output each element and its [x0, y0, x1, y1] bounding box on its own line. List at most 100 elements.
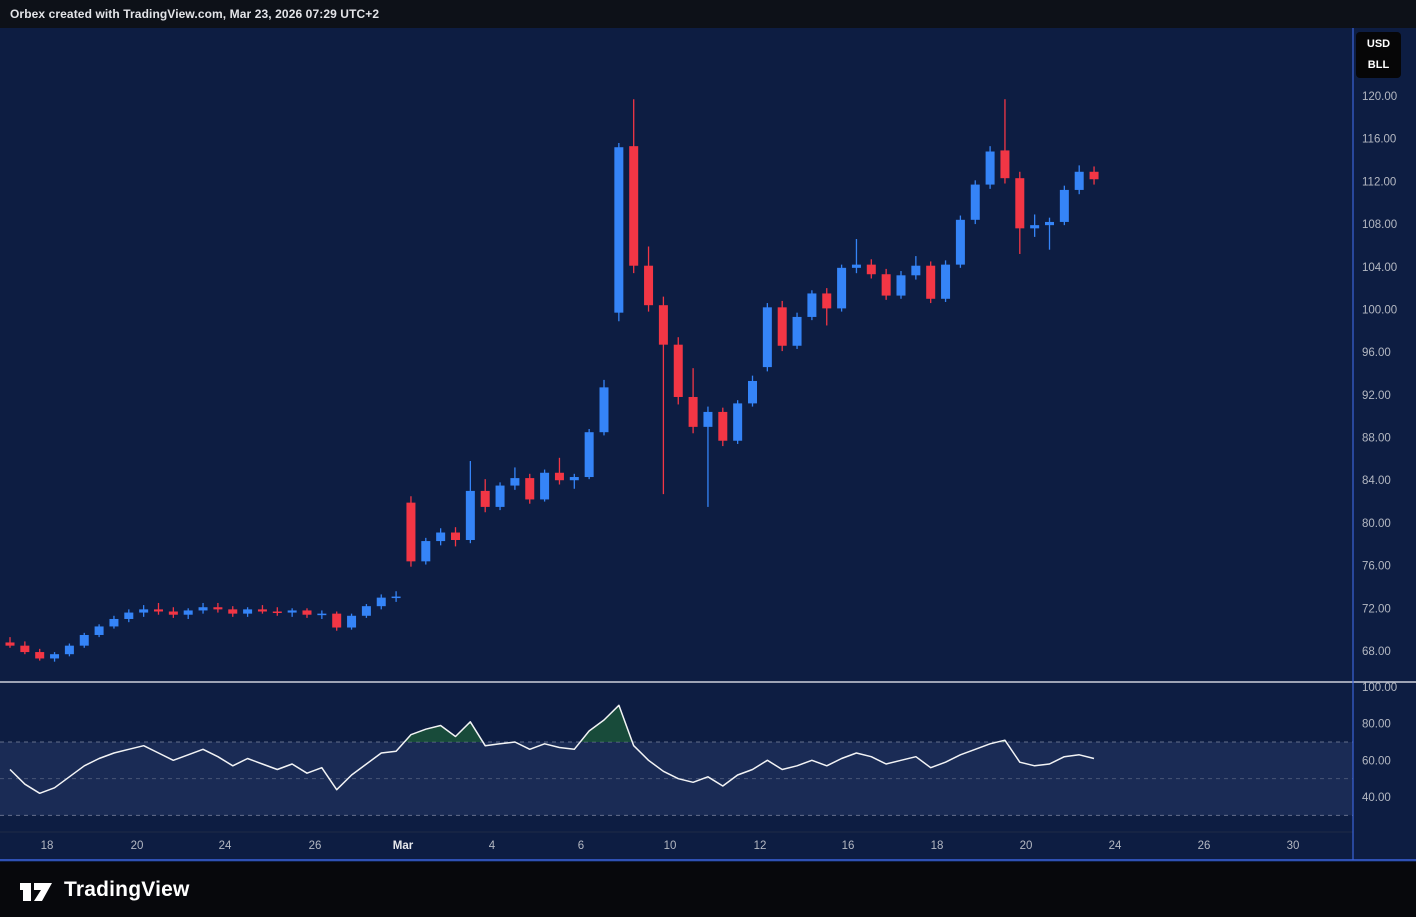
- candles-layer[interactable]: [5, 99, 1099, 662]
- candle[interactable]: [391, 596, 401, 599]
- candle[interactable]: [168, 611, 178, 615]
- chart-svg[interactable]: 120.00 116.00 112.00 108.00 104.00 100.00 96.0…: [0, 28, 1416, 862]
- candle[interactable]: [317, 613, 327, 616]
- price-tick-label: 104.00: [1362, 262, 1397, 274]
- time-tick-label: 26: [1198, 840, 1211, 852]
- candle[interactable]: [525, 478, 535, 500]
- candle[interactable]: [20, 645, 30, 653]
- candle[interactable]: [35, 652, 45, 659]
- candle[interactable]: [896, 275, 906, 296]
- candle[interactable]: [124, 612, 134, 619]
- price-scale-unit-badge[interactable]: USD BLL: [1356, 32, 1401, 78]
- candle[interactable]: [554, 472, 564, 481]
- tradingview-wordmark[interactable]: TradingView: [64, 877, 190, 901]
- candle[interactable]: [792, 316, 802, 346]
- candle[interactable]: [64, 645, 74, 655]
- candle[interactable]: [748, 380, 757, 404]
- price-scale[interactable]: 120.00 116.00 112.00 108.00 104.00 100.00 96.0…: [1362, 91, 1397, 804]
- candle[interactable]: [911, 265, 921, 276]
- candle[interactable]: [154, 609, 163, 612]
- candle[interactable]: [1059, 189, 1069, 222]
- time-tick-label: 4: [489, 840, 496, 852]
- candle[interactable]: [540, 472, 550, 500]
- candle[interactable]: [718, 411, 728, 441]
- candle[interactable]: [421, 541, 431, 562]
- candle[interactable]: [970, 184, 980, 220]
- price-tick-label: 88.00: [1362, 433, 1391, 445]
- candle[interactable]: [183, 610, 193, 615]
- candle[interactable]: [629, 146, 639, 266]
- attribution-bar: Orbex created with TradingView.com, Mar …: [0, 0, 1416, 28]
- candle[interactable]: [376, 597, 386, 607]
- candle[interactable]: [1074, 171, 1084, 190]
- time-tick-label: 16: [842, 840, 855, 852]
- price-tick-label: 120.00: [1362, 91, 1397, 103]
- candle[interactable]: [941, 264, 951, 299]
- price-tick-label: 76.00: [1362, 561, 1391, 573]
- candle[interactable]: [926, 265, 936, 299]
- candle[interactable]: [495, 485, 505, 507]
- candle[interactable]: [837, 267, 847, 309]
- candle[interactable]: [658, 305, 668, 345]
- candle[interactable]: [569, 477, 579, 481]
- candle[interactable]: [5, 642, 15, 646]
- candle[interactable]: [302, 610, 312, 615]
- candle[interactable]: [1045, 221, 1054, 226]
- candle[interactable]: [881, 274, 891, 296]
- candle[interactable]: [807, 293, 817, 317]
- candle[interactable]: [361, 606, 371, 616]
- tradingview-logo-icon[interactable]: [18, 875, 54, 905]
- candle[interactable]: [1089, 171, 1099, 180]
- candle[interactable]: [822, 293, 832, 309]
- candle[interactable]: [213, 607, 223, 610]
- unit-label-usd[interactable]: USD: [1366, 38, 1391, 50]
- unit-label-bll[interactable]: BLL: [1367, 59, 1390, 71]
- price-tick-label: 96.00: [1362, 347, 1391, 359]
- candle[interactable]: [733, 403, 743, 441]
- time-tick-label: 18: [931, 840, 944, 852]
- candle[interactable]: [510, 478, 520, 486]
- candle[interactable]: [985, 151, 995, 185]
- candle[interactable]: [436, 532, 446, 542]
- candle[interactable]: [480, 490, 490, 507]
- rsi-overbought-fill: [580, 705, 633, 742]
- candle[interactable]: [703, 411, 713, 427]
- candle[interactable]: [614, 147, 624, 313]
- time-tick-label: 24: [219, 840, 232, 852]
- candle[interactable]: [1015, 178, 1025, 229]
- candle[interactable]: [1000, 150, 1010, 179]
- candle[interactable]: [198, 607, 208, 611]
- candle[interactable]: [599, 387, 609, 433]
- candle[interactable]: [228, 609, 238, 614]
- chart-area[interactable]: 120.00 116.00 112.00 108.00 104.00 100.00 96.0…: [0, 28, 1416, 862]
- time-tick-label: 18: [41, 840, 54, 852]
- time-scale[interactable]: 18 20 24 26 Mar 4 6 10 12 16 18 20 24 26 30: [41, 840, 1300, 852]
- candle[interactable]: [50, 654, 60, 659]
- candle[interactable]: [777, 307, 787, 346]
- candle[interactable]: [851, 264, 861, 268]
- candle[interactable]: [955, 219, 965, 265]
- candle[interactable]: [688, 396, 698, 427]
- candle[interactable]: [94, 626, 104, 635]
- candle[interactable]: [451, 532, 460, 540]
- candle[interactable]: [584, 432, 594, 478]
- candle[interactable]: [673, 344, 683, 397]
- candle[interactable]: [79, 634, 89, 646]
- price-tick-label: 108.00: [1362, 219, 1397, 231]
- candle[interactable]: [272, 611, 282, 614]
- candle[interactable]: [465, 490, 475, 540]
- candle[interactable]: [762, 307, 772, 368]
- footer-brand-bar: TradingView: [0, 862, 1416, 917]
- candle[interactable]: [866, 264, 876, 275]
- candle[interactable]: [1030, 225, 1040, 229]
- candle[interactable]: [109, 618, 119, 627]
- frame-layer: [0, 28, 1416, 861]
- candle[interactable]: [406, 502, 416, 562]
- candle[interactable]: [139, 609, 149, 613]
- candle[interactable]: [243, 609, 253, 614]
- candle[interactable]: [257, 609, 267, 612]
- candle[interactable]: [347, 615, 357, 628]
- candle[interactable]: [644, 265, 654, 306]
- candle[interactable]: [332, 613, 342, 628]
- candle[interactable]: [287, 610, 297, 613]
